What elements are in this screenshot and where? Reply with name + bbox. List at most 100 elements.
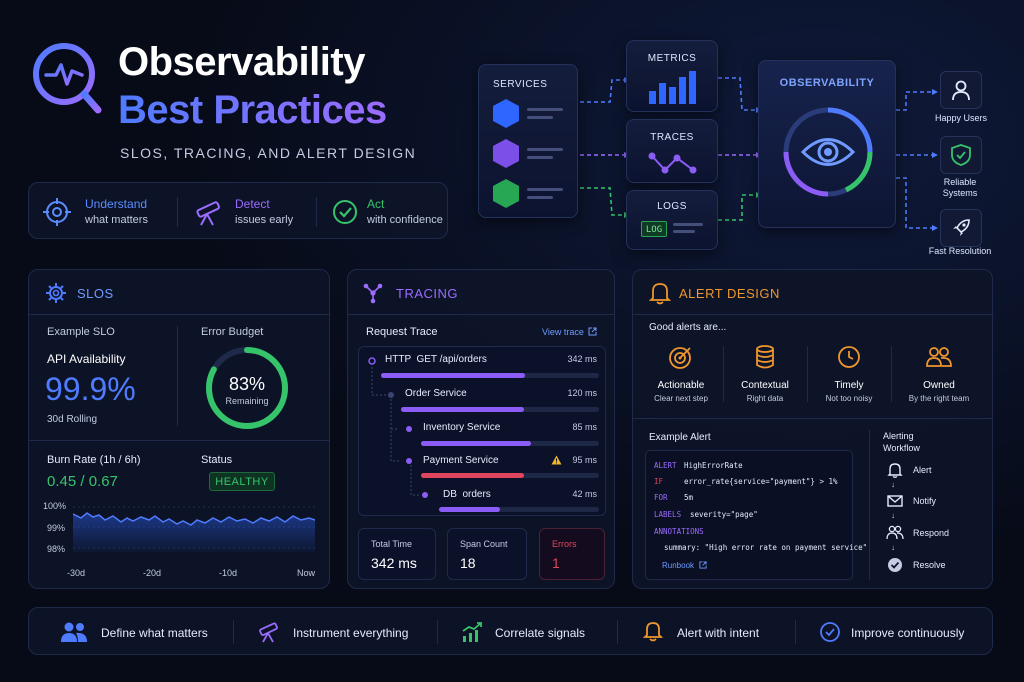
error-budget-gauge: [206, 347, 288, 429]
services-node: SERVICES: [478, 64, 578, 218]
availability-sparkline: [73, 506, 315, 552]
footer-label: Correlate signals: [495, 626, 586, 640]
span-duration: 342 ms: [567, 354, 597, 364]
code-key: FOR: [654, 493, 668, 502]
trace-tree-lines: [371, 367, 421, 496]
code-key: ANNOTATIONS: [654, 527, 704, 536]
outcome-label: Happy Users: [934, 113, 988, 123]
external-link-icon: [588, 327, 597, 336]
mail-icon: [887, 495, 903, 507]
view-trace-label: View trace: [542, 327, 584, 337]
tracing-title: TRACING: [396, 286, 458, 301]
alert-design-panel: ALERT DESIGN Good alerts are... Actionab…: [632, 269, 993, 589]
x-tick: -20d: [143, 568, 162, 578]
outcome-reliable-systems: [940, 136, 982, 174]
code-value: HighErrorRate: [684, 461, 743, 470]
quality-actionable: Actionable Clear next step: [641, 344, 721, 406]
outcome-label: Fast Resolution: [928, 246, 992, 256]
quality-timely: Timely Not too noisy: [809, 344, 889, 406]
code-key: ALERT: [654, 461, 677, 470]
footer-label: Improve continuously: [851, 626, 965, 640]
workflow-step-label: Notify: [913, 496, 937, 506]
pillar-subtitle: issues early: [235, 214, 294, 226]
x-tick: -10d: [219, 568, 238, 578]
log-badge: LOG: [641, 221, 667, 237]
metrics-label: METRICS: [647, 53, 697, 64]
code-value: error_rate{service="payment"} > 1%: [684, 477, 838, 486]
pillar-title: Detect: [235, 197, 270, 211]
slo-value: 99.9%: [45, 371, 136, 407]
pillars-strip: Understand what matters Detect issues ea…: [28, 182, 448, 239]
runbook-link[interactable]: Runbook: [662, 561, 707, 570]
observability-node: OBSERVABILITY: [758, 60, 896, 228]
error-budget-caption: Remaining: [225, 396, 269, 406]
span-node-dot: [406, 426, 412, 432]
clock-icon: [838, 346, 860, 368]
gear-icon: [46, 283, 66, 303]
stat-total-time: Total Time 342 ms: [358, 528, 436, 580]
footer-label: Instrument everything: [293, 626, 409, 640]
bell-icon: [643, 622, 663, 642]
slos-panel: SLOS Example SLO API Availability 99.9% …: [28, 269, 330, 589]
quality-title: Timely: [834, 380, 864, 391]
bell-icon: [887, 463, 903, 478]
telescope-icon: [259, 622, 278, 643]
stat-errors: Errors 1: [539, 528, 605, 580]
span-bar[interactable]: [381, 373, 599, 378]
pillar-understand: Understand what matters: [43, 193, 173, 229]
span-name: Payment Service: [423, 455, 499, 466]
pillar-subtitle: what matters: [85, 214, 148, 226]
logs-node: LOGS LOG: [626, 190, 718, 250]
span-name: Order Service: [405, 388, 467, 399]
slo-window: 30d Rolling: [47, 414, 98, 425]
quality-subtitle: Clear next step: [654, 394, 708, 403]
burn-rate-value: 0.45 / 0.67: [47, 473, 118, 490]
runbook-label: Runbook: [662, 561, 695, 570]
span-node-dot: [422, 492, 428, 498]
span-node-dot: [406, 458, 412, 464]
traces-node: TRACES: [626, 119, 718, 183]
error-budget-label: Error Budget: [201, 326, 264, 338]
span-bar[interactable]: [421, 441, 599, 446]
span-bar[interactable]: [439, 507, 599, 512]
observability-label: OBSERVABILITY: [779, 77, 875, 89]
quality-title: Actionable: [657, 380, 705, 391]
example-alert-label: Example Alert: [649, 432, 711, 443]
code-value: severity="page": [690, 510, 758, 519]
target-icon: [669, 347, 691, 369]
span-node-dot: [368, 357, 376, 365]
target-icon: [43, 198, 71, 226]
bar-chart-icon: [649, 71, 696, 104]
span-name: Inventory Service: [423, 422, 501, 433]
span-name: DB orders: [443, 489, 491, 500]
stat-span-count: Span Count 18: [447, 528, 527, 580]
y-tick: 99%: [47, 523, 66, 533]
metrics-node: METRICS: [626, 40, 718, 112]
request-trace-label: Request Trace: [366, 326, 438, 338]
quality-contextual: Contextual Right data: [725, 344, 805, 406]
span-duration: 95 ms: [572, 455, 597, 465]
workflow-step-label: Respond: [913, 528, 950, 538]
span-bar[interactable]: [401, 407, 599, 412]
traces-label: TRACES: [650, 132, 694, 143]
outcome-fast-resolution: [940, 209, 982, 247]
quality-title: Owned: [923, 380, 955, 391]
code-value: 5m: [684, 493, 694, 502]
status-label: Status: [201, 454, 233, 466]
code-value: summary: "High error rate on payment ser…: [664, 543, 868, 552]
eye-icon: [783, 107, 873, 197]
chart-up-icon: [462, 622, 482, 642]
alert-design-title: ALERT DESIGN: [679, 286, 780, 301]
external-link-icon: [699, 561, 707, 569]
network-icon: [363, 283, 383, 304]
view-trace-link[interactable]: View trace: [542, 327, 597, 337]
user-icon: [952, 80, 970, 101]
span-bar[interactable]: [421, 473, 599, 478]
stat-value: 1: [552, 555, 560, 571]
people-icon: [886, 525, 904, 540]
span-duration: 120 ms: [567, 388, 597, 398]
hero-title-line2: Best Practices: [118, 88, 387, 132]
quality-subtitle: Not too noisy: [825, 394, 873, 403]
outcome-happy-users: [940, 71, 982, 109]
warning-icon: [551, 455, 562, 465]
